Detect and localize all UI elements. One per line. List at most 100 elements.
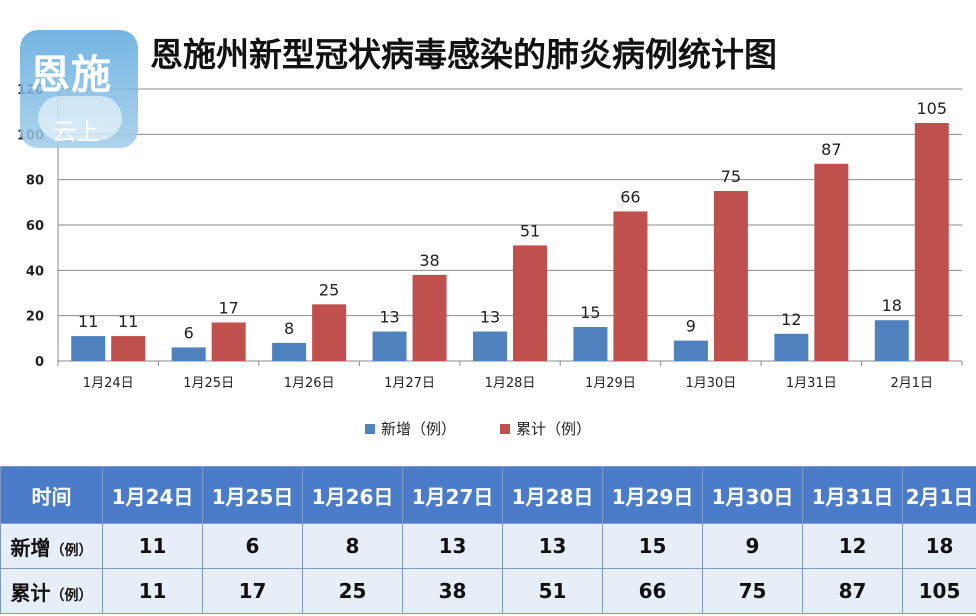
table-header-date: 1月29日 <box>602 466 703 524</box>
table-row-total: 累计（例） 11 17 25 38 51 66 75 87 105 <box>0 568 976 614</box>
data-label-total: 25 <box>319 280 339 299</box>
table-cell-total: 66 <box>602 568 703 614</box>
bar-total <box>412 274 447 361</box>
bar-new <box>573 327 608 361</box>
row-label-text: 新增 <box>10 535 51 560</box>
data-label-new: 11 <box>78 312 98 331</box>
bar-total <box>312 304 347 361</box>
table-header-time: 时间 <box>0 466 103 524</box>
bar-total <box>613 211 648 361</box>
data-label-total: 51 <box>520 221 540 240</box>
data-label-new: 9 <box>686 317 696 336</box>
table-cell-total: 25 <box>302 568 403 614</box>
bar-new <box>473 331 507 361</box>
bar-total <box>111 336 146 361</box>
x-tick-label: 1月31日 <box>786 376 837 391</box>
y-tick-label: 0 <box>35 355 44 370</box>
y-tick-label: 80 <box>26 174 44 189</box>
y-tick-label: 60 <box>26 219 44 234</box>
legend-swatch-new <box>365 423 375 434</box>
table-cell-new: 13 <box>402 523 503 569</box>
table-cell-total: 105 <box>902 568 976 614</box>
data-table: 时间 1月24日 1月25日 1月26日 1月27日 1月28日 1月29日 1… <box>0 466 976 614</box>
logo-text-bottom: 云上 <box>52 118 100 146</box>
enshi-cloud-logo: 恩施 云上 <box>20 30 138 148</box>
legend: 新增（例） 累计（例） <box>0 416 976 440</box>
row-label-text: 累计 <box>10 580 51 605</box>
data-label-total: 17 <box>218 298 238 317</box>
table-header-date: 1月28日 <box>502 466 603 524</box>
x-tick-label: 1月24日 <box>83 376 134 391</box>
bar-new <box>171 347 206 361</box>
table-cell-total: 87 <box>802 568 903 614</box>
data-label-total: 75 <box>721 167 741 186</box>
bar-new <box>874 320 909 361</box>
data-label-new: 13 <box>480 308 500 327</box>
legend-label-total: 累计（例） <box>516 420 592 438</box>
data-label-new: 8 <box>284 319 294 338</box>
table-header-date: 1月31日 <box>802 466 903 524</box>
legend-item-new: 新增（例） <box>365 418 456 439</box>
y-tick-label: 40 <box>26 264 44 279</box>
data-label-total: 11 <box>118 312 138 331</box>
data-label-total: 38 <box>419 251 439 270</box>
bar-new <box>71 336 106 361</box>
bar-new <box>272 342 307 361</box>
legend-swatch-total <box>500 423 510 434</box>
logo-text-top: 恩施 <box>30 52 112 98</box>
table-cell-new: 6 <box>202 523 303 569</box>
table-cell-total: 17 <box>202 568 303 614</box>
x-tick-label: 1月29日 <box>585 376 636 391</box>
data-label-new: 6 <box>184 323 194 342</box>
data-label-new: 12 <box>781 310 801 329</box>
bar-total <box>211 322 246 361</box>
cloud-icon <box>38 96 122 140</box>
table-cell-new: 9 <box>702 523 803 569</box>
table-cell-total: 75 <box>702 568 803 614</box>
bar-total <box>814 163 849 361</box>
x-tick-label: 1月28日 <box>485 376 536 391</box>
bar-new <box>673 340 708 361</box>
table-row-new: 新增（例） 11 6 8 13 13 15 9 12 18 <box>0 523 976 569</box>
bar-total <box>914 123 949 361</box>
bar-total <box>713 191 748 361</box>
table-cell-total: 38 <box>402 568 503 614</box>
table-cell-new: 12 <box>802 523 903 569</box>
bar-new <box>774 333 809 361</box>
x-tick-label: 2月1日 <box>891 376 934 391</box>
row-label-unit: （例） <box>50 587 93 604</box>
data-label-total: 66 <box>620 187 640 206</box>
table-header-row: 时间 1月24日 1月25日 1月26日 1月27日 1月28日 1月29日 1… <box>0 466 976 524</box>
table-cell-total: 11 <box>102 568 203 614</box>
table-header-date: 1月30日 <box>702 466 803 524</box>
table-cell-new: 8 <box>302 523 403 569</box>
bar-total <box>513 245 547 361</box>
data-label-new: 18 <box>882 296 902 315</box>
bar-new <box>372 331 407 361</box>
chart-title: 恩施州新型冠状病毒感染的肺炎病例统计图 <box>150 35 777 74</box>
table-cell-total: 51 <box>502 568 603 614</box>
table-header-date: 1月27日 <box>402 466 503 524</box>
data-label-total: 105 <box>917 99 948 118</box>
table-row-label-total: 累计（例） <box>0 568 103 614</box>
x-tick-label: 1月30日 <box>685 376 736 391</box>
data-label-new: 15 <box>580 303 600 322</box>
x-tick-label: 1月25日 <box>183 376 234 391</box>
table-header-date: 1月25日 <box>202 466 303 524</box>
table-cell-new: 13 <box>502 523 603 569</box>
y-tick-label: 20 <box>26 310 44 325</box>
table-header-date: 1月24日 <box>102 466 203 524</box>
table-cell-new: 11 <box>102 523 203 569</box>
row-label-unit: （例） <box>50 542 93 559</box>
x-tick-label: 1月27日 <box>384 376 435 391</box>
table-header-date: 2月1日 <box>902 466 976 524</box>
data-label-total: 87 <box>821 140 841 159</box>
legend-label-new: 新增（例） <box>381 420 457 438</box>
data-label-new: 13 <box>379 308 399 327</box>
legend-item-total: 累计（例） <box>500 418 591 439</box>
table-cell-new: 15 <box>602 523 703 569</box>
table-cell-new: 18 <box>902 523 976 569</box>
table-header-date: 1月26日 <box>302 466 403 524</box>
table-row-label-new: 新增（例） <box>0 523 103 569</box>
x-tick-label: 1月26日 <box>284 376 335 391</box>
